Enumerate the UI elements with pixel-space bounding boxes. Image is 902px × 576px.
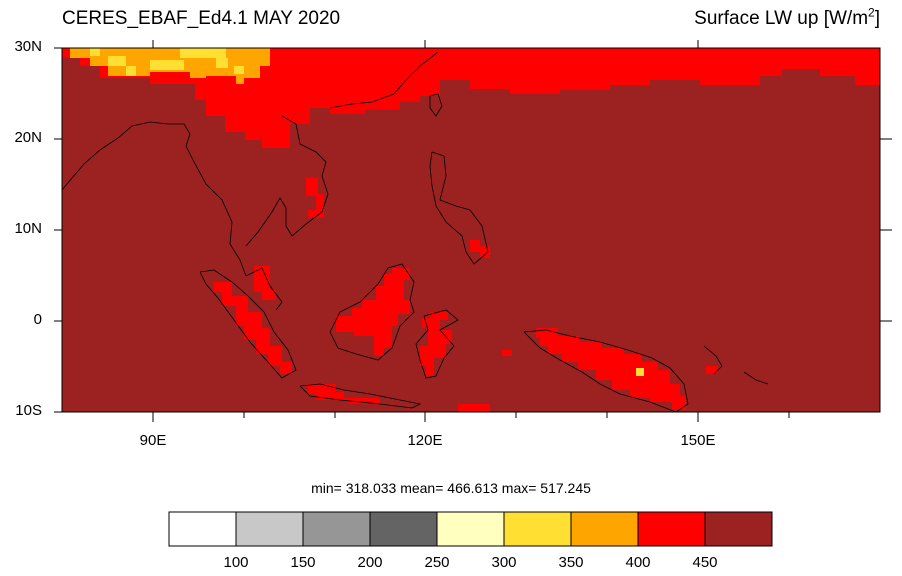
variable-title-exponent: 2 — [868, 5, 875, 20]
colorbar-label: 300 — [491, 554, 517, 571]
philippines-coast — [429, 151, 489, 265]
halmahera-red — [502, 350, 512, 356]
lat-label-10n: 10N — [14, 220, 42, 237]
indochina-coast — [245, 115, 329, 247]
java-coast — [299, 383, 422, 409]
axis-ticks — [54, 40, 892, 422]
bismarck-red — [706, 366, 718, 374]
colorbar-swatch — [168, 511, 237, 547]
timor-red — [458, 404, 490, 412]
variable-title-text: Surface LW up [W/m — [694, 8, 869, 29]
map-title: CERES_EBAF_Ed4.1 MAY 2020 — [62, 8, 341, 29]
colorbar-label: 400 — [625, 554, 651, 571]
coastlines — [61, 51, 769, 413]
colorbar-swatch — [637, 511, 706, 547]
map-panel — [54, 40, 892, 422]
java-red — [308, 384, 380, 404]
colorbar-swatch — [235, 511, 304, 547]
lon-label-120e: 120E — [407, 432, 443, 449]
east-islands — [703, 345, 723, 375]
yellow-cell-c — [126, 66, 136, 76]
colorbar-label: 450 — [692, 554, 718, 571]
colorbar-label: 150 — [290, 554, 316, 571]
colorbar-label: 100 — [223, 554, 249, 571]
variable-title: Surface LW up [W/m2] — [694, 5, 880, 30]
china-coast — [329, 51, 439, 109]
borneo-red — [336, 268, 410, 356]
yellow-cell-png — [636, 368, 644, 376]
sulawesi-red — [420, 312, 452, 376]
colorbar-swatch — [503, 511, 572, 547]
sulawesi-coast — [415, 309, 459, 379]
variable-title-close: ] — [874, 8, 880, 29]
new-guinea-coast — [523, 329, 689, 413]
map-background — [62, 48, 880, 412]
borneo-coast — [329, 263, 415, 361]
yellow-cell-a — [90, 48, 100, 56]
lat-label-10s: 10S — [15, 402, 42, 419]
sumatra-coast — [199, 269, 297, 379]
yellow-cell-b — [108, 56, 126, 66]
taiwan-coast — [429, 93, 443, 117]
yellow-cell-e — [180, 48, 226, 58]
solomon-islands — [743, 371, 769, 385]
lat-label-30n: 30N — [14, 38, 42, 55]
colorbar — [168, 511, 773, 547]
yellow-cell-f — [216, 58, 228, 68]
stats-line: min= 318.033 mean= 466.613 max= 517.245 — [311, 480, 591, 496]
sumatra-red — [214, 282, 292, 374]
colorbar-swatch — [302, 511, 371, 547]
vietnam-red — [306, 178, 324, 218]
yellow-cell-d — [150, 60, 184, 70]
colorbar-label: 200 — [357, 554, 383, 571]
colorbar-label: 250 — [424, 554, 450, 571]
colorbar-swatch — [570, 511, 639, 547]
colorbar-swatch — [369, 511, 438, 547]
colorbar-swatch — [704, 511, 773, 547]
colorbar-label: 350 — [558, 554, 584, 571]
lat-label-20n: 20N — [14, 129, 42, 146]
tibet-yellow — [90, 48, 644, 376]
lon-label-150e: 150E — [680, 432, 716, 449]
yellow-cell-g — [234, 66, 244, 74]
colorbar-swatch — [436, 511, 505, 547]
lon-label-90e: 90E — [139, 432, 167, 449]
malay-peninsula-red — [254, 266, 276, 300]
india-coast — [61, 121, 283, 311]
new-guinea-red — [536, 328, 686, 410]
mindanao-red — [470, 240, 490, 258]
red-regions — [62, 48, 880, 412]
north-red-band — [62, 48, 880, 148]
lat-label-0: 0 — [33, 311, 42, 328]
